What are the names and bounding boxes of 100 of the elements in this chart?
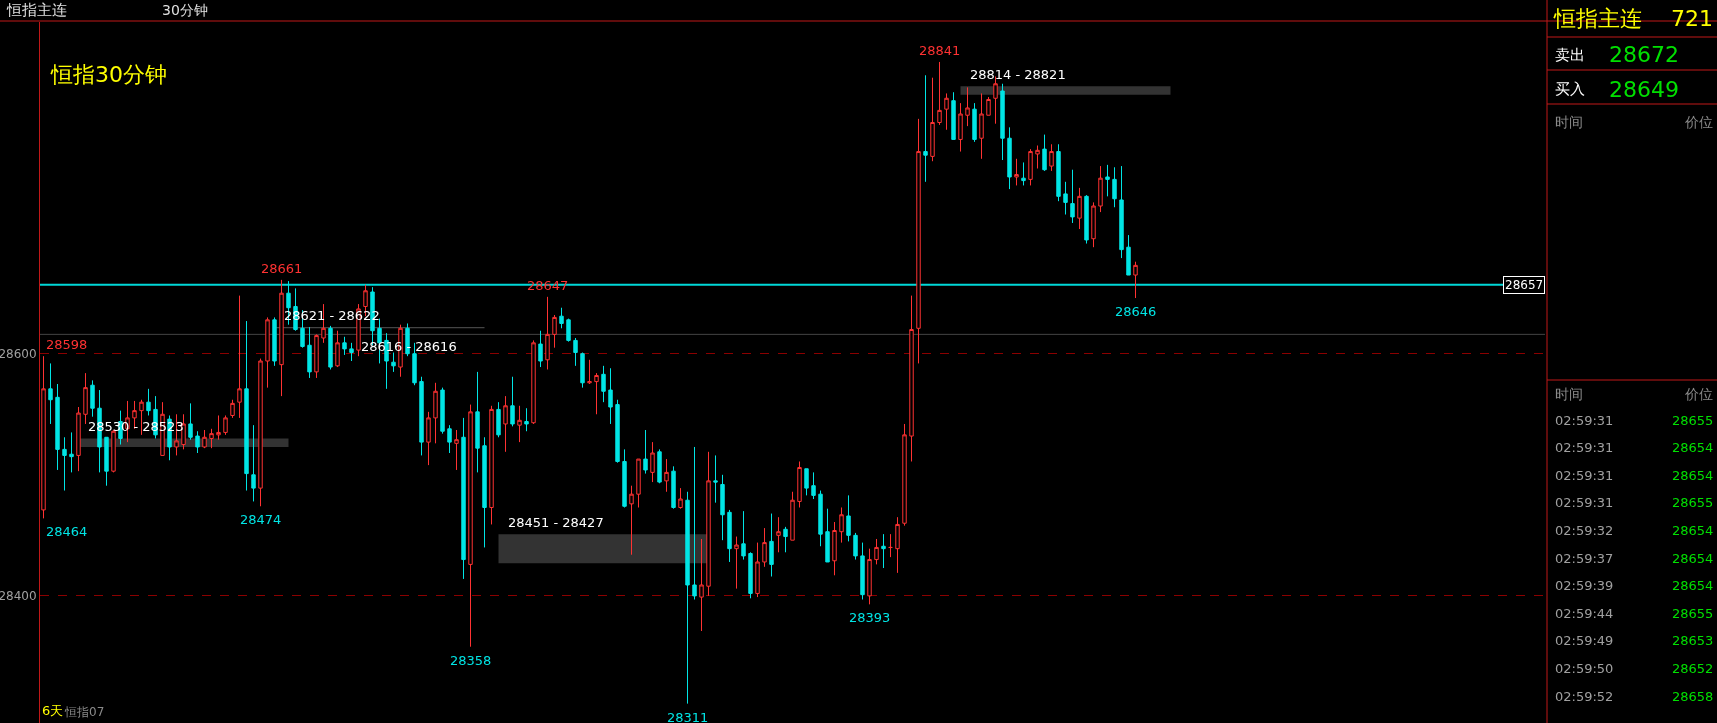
candlestick <box>762 527 767 568</box>
text: 买入 <box>1555 80 1585 98</box>
candlestick <box>608 367 613 425</box>
candlestick <box>209 428 214 449</box>
candlestick <box>216 414 221 441</box>
candlestick <box>48 362 53 425</box>
candlestick <box>1028 148 1033 186</box>
text: 02:59:52 <box>1555 689 1614 704</box>
text: 28654 <box>1672 468 1714 483</box>
annotation: 28841 <box>919 43 961 58</box>
candlestick <box>720 474 725 541</box>
candlestick <box>265 316 270 389</box>
candlestick <box>1021 161 1026 186</box>
candlestick <box>594 372 599 415</box>
text: 02:59:31 <box>1555 440 1614 455</box>
candlestick <box>307 326 312 379</box>
text: 价位 <box>1684 114 1713 130</box>
candlestick <box>342 336 347 356</box>
candlestick <box>517 405 522 443</box>
candlestick <box>552 314 557 349</box>
annotation: 28464 <box>46 524 88 539</box>
y-tick-label: 28600 <box>0 346 37 361</box>
candlestick <box>972 102 977 143</box>
candlestick <box>538 330 543 368</box>
candlestick <box>55 383 60 471</box>
candlestick <box>615 399 620 464</box>
text: 28655 <box>1672 606 1714 621</box>
candlestick <box>391 352 396 373</box>
candlestick <box>1042 134 1047 172</box>
candlestick <box>188 402 193 441</box>
candlestick <box>335 330 340 368</box>
candlestick <box>706 451 711 597</box>
text: 恒指主连 <box>1553 6 1642 31</box>
candlestick <box>482 436 487 548</box>
candlestick <box>622 448 627 508</box>
candlestick <box>83 372 88 425</box>
candlestick <box>825 508 830 563</box>
text: 28672 <box>1609 42 1679 67</box>
text: 02:59:31 <box>1555 468 1614 483</box>
annotation: 28474 <box>240 512 282 527</box>
candlestick <box>1105 164 1110 197</box>
candlestick <box>279 279 284 397</box>
candlestick <box>1133 261 1138 299</box>
candlestick <box>440 387 445 435</box>
candlestick <box>909 295 914 462</box>
candlestick <box>881 533 886 569</box>
candlestick <box>671 465 676 510</box>
candlestick <box>69 431 74 473</box>
candlestick <box>258 358 263 507</box>
candlestick <box>1077 187 1082 230</box>
text: 28658 <box>1672 689 1714 704</box>
candlestick <box>741 510 746 561</box>
annotation: 28646 <box>1115 304 1157 319</box>
candlestick <box>461 417 466 580</box>
candlestick <box>1014 158 1019 186</box>
candlestick <box>748 551 753 599</box>
text: 02:59:49 <box>1555 633 1614 648</box>
candlestick <box>426 411 431 466</box>
candlestick <box>531 339 536 425</box>
candlestick <box>195 430 200 454</box>
candlestick <box>951 91 956 140</box>
candlestick <box>104 436 109 487</box>
text: 价位 <box>1684 386 1713 402</box>
candlestick <box>90 379 95 418</box>
candlestick <box>769 513 774 577</box>
candlestick <box>818 490 823 547</box>
candlestick <box>944 92 949 131</box>
candlestick <box>76 406 81 472</box>
annotation: 6天 <box>42 703 64 718</box>
candlestick <box>1070 169 1075 224</box>
candlestick <box>559 307 564 329</box>
text: 02:59:31 <box>1555 413 1614 428</box>
candlestick <box>489 405 494 525</box>
candlestick <box>727 509 732 563</box>
candlestick <box>111 429 116 473</box>
annotation: 28311 <box>667 710 709 723</box>
text: 30分钟 <box>162 2 208 18</box>
candlestick <box>986 96 991 116</box>
text: 28653 <box>1672 633 1714 648</box>
candlestick <box>1063 181 1068 215</box>
text: 02:59:32 <box>1555 523 1614 538</box>
candlestick <box>902 423 907 527</box>
text: 28655 <box>1672 495 1714 510</box>
candlestick <box>412 342 417 386</box>
candlestick <box>692 446 697 601</box>
candlestick <box>979 92 984 160</box>
candlestick <box>510 376 515 427</box>
candlestick <box>223 414 228 436</box>
candlestick <box>62 436 67 492</box>
candlestick <box>230 399 235 419</box>
candlestick <box>601 365 606 403</box>
text: 28654 <box>1672 578 1714 593</box>
annotation: 28358 <box>450 653 492 668</box>
candlestick <box>468 404 473 648</box>
candlestick <box>1119 165 1124 259</box>
candlestick <box>1084 194 1089 245</box>
candlestick <box>545 296 550 370</box>
candlestick <box>734 536 739 590</box>
candlestick <box>1098 165 1103 213</box>
candlestick <box>797 460 802 508</box>
